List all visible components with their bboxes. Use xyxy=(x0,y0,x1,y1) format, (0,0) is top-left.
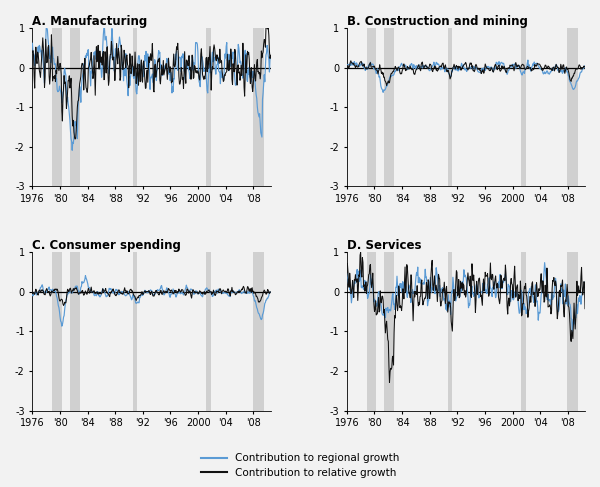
Bar xyxy=(567,252,578,411)
Bar xyxy=(521,28,526,186)
Bar xyxy=(384,252,394,411)
Text: A. Manufacturing: A. Manufacturing xyxy=(32,15,148,28)
Bar xyxy=(384,28,394,186)
Bar xyxy=(133,28,137,186)
Bar xyxy=(367,28,376,186)
Text: C. Consumer spending: C. Consumer spending xyxy=(32,240,181,252)
Text: B. Construction and mining: B. Construction and mining xyxy=(347,15,527,28)
Bar xyxy=(70,28,80,186)
Bar xyxy=(448,252,452,411)
Bar xyxy=(206,28,211,186)
Bar xyxy=(70,252,80,411)
Bar xyxy=(253,28,263,186)
Bar xyxy=(253,252,263,411)
Bar xyxy=(206,252,211,411)
Bar xyxy=(367,252,376,411)
Bar xyxy=(52,28,62,186)
Legend: Contribution to regional growth, Contribution to relative growth: Contribution to regional growth, Contrib… xyxy=(196,450,404,482)
Bar xyxy=(133,252,137,411)
Text: D. Services: D. Services xyxy=(347,240,421,252)
Bar xyxy=(448,28,452,186)
Bar xyxy=(567,28,578,186)
Bar xyxy=(521,252,526,411)
Bar xyxy=(52,252,62,411)
